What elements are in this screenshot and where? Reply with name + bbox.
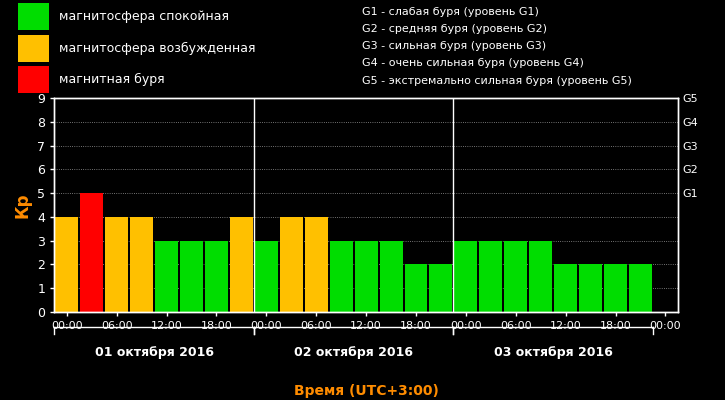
Y-axis label: Кр: Кр <box>14 192 32 218</box>
Text: G4 - очень сильная буря (уровень G4): G4 - очень сильная буря (уровень G4) <box>362 58 584 68</box>
Text: Время (UTC+3:00): Время (UTC+3:00) <box>294 384 439 398</box>
Bar <box>280 217 303 312</box>
Text: G5 - экстремально сильная буря (уровень G5): G5 - экстремально сильная буря (уровень … <box>362 76 632 86</box>
Text: магнитосфера возбужденная: магнитосфера возбужденная <box>59 42 256 55</box>
Text: магнитная буря: магнитная буря <box>59 73 165 86</box>
Bar <box>355 241 378 312</box>
Text: магнитосфера спокойная: магнитосфера спокойная <box>59 10 229 23</box>
Text: G3 - сильная буря (уровень G3): G3 - сильная буря (уровень G3) <box>362 41 547 51</box>
Bar <box>505 241 527 312</box>
Bar <box>230 217 253 312</box>
Bar <box>18 3 49 30</box>
Bar <box>554 264 577 312</box>
Bar <box>429 264 452 312</box>
Bar <box>304 217 328 312</box>
Bar <box>18 35 49 62</box>
Bar <box>130 217 153 312</box>
Text: G2 - средняя буря (уровень G2): G2 - средняя буря (уровень G2) <box>362 24 547 34</box>
Bar <box>55 217 78 312</box>
Bar <box>479 241 502 312</box>
Bar <box>405 264 428 312</box>
Bar <box>80 193 103 312</box>
Bar <box>18 66 49 93</box>
Bar <box>255 241 278 312</box>
Bar <box>105 217 128 312</box>
Bar <box>205 241 228 312</box>
Bar <box>604 264 627 312</box>
Text: 02 октября 2016: 02 октября 2016 <box>294 346 413 359</box>
Bar <box>529 241 552 312</box>
Bar <box>380 241 402 312</box>
Bar <box>629 264 652 312</box>
Bar <box>180 241 203 312</box>
Bar <box>579 264 602 312</box>
Bar <box>455 241 477 312</box>
Text: 01 октября 2016: 01 октября 2016 <box>95 346 214 359</box>
Bar <box>155 241 178 312</box>
Text: G1 - слабая буря (уровень G1): G1 - слабая буря (уровень G1) <box>362 6 539 16</box>
Text: 03 октября 2016: 03 октября 2016 <box>494 346 613 359</box>
Bar <box>330 241 352 312</box>
